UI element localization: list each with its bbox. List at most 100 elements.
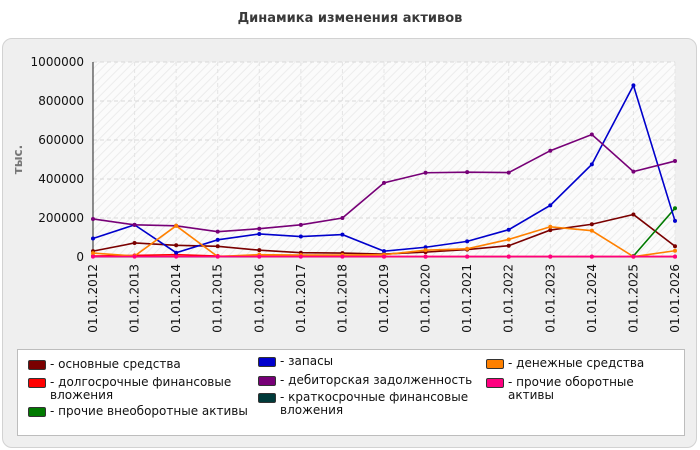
data-point	[506, 170, 511, 175]
data-point	[257, 254, 262, 259]
data-point	[465, 170, 470, 175]
data-point	[340, 254, 345, 259]
y-tick-label: 600000	[38, 133, 84, 147]
data-point	[548, 148, 553, 153]
data-point	[257, 248, 262, 253]
data-point	[589, 228, 594, 233]
chart-title: Динамика изменения активов	[237, 11, 463, 26]
x-tick-label: 01.01.2023	[543, 264, 557, 333]
data-point	[257, 226, 262, 231]
data-point	[340, 232, 345, 237]
legend-swatch	[258, 376, 276, 386]
legend-label: - запасы	[280, 354, 334, 368]
legend-swatch	[486, 378, 504, 388]
legend-swatch	[258, 357, 276, 367]
data-point	[215, 244, 220, 249]
data-point	[215, 237, 220, 242]
data-point	[465, 246, 470, 251]
data-point	[673, 244, 677, 249]
data-point	[631, 254, 636, 259]
data-point	[423, 245, 428, 250]
data-point	[91, 236, 95, 241]
legend-swatch	[486, 359, 504, 369]
data-point	[506, 243, 511, 248]
x-tick-label: 01.01.2021	[460, 264, 474, 333]
data-point	[673, 159, 677, 164]
data-point	[91, 216, 95, 221]
x-tick-label: 01.01.2026	[668, 264, 682, 333]
x-tick-label: 01.01.2022	[502, 264, 516, 333]
x-tick-label: 01.01.2020	[419, 264, 433, 333]
x-tick-label: 01.01.2016	[252, 264, 266, 333]
data-point	[298, 222, 303, 227]
y-tick-label: 0	[76, 250, 84, 264]
data-point	[382, 249, 386, 254]
data-point	[589, 162, 594, 167]
legend-swatch	[28, 407, 46, 417]
x-tick-label: 01.01.2015	[211, 264, 225, 333]
x-tick-label: 01.01.2018	[335, 264, 349, 333]
data-point	[506, 254, 511, 259]
data-point	[215, 254, 220, 259]
data-point	[631, 83, 636, 88]
data-point	[589, 132, 594, 137]
x-tick-label: 01.01.2024	[585, 264, 599, 333]
legend-label: - прочие внеоборотные активы	[50, 404, 248, 418]
line-chart: 0 200000 400000 600000 800000 1000000 тыс. 01.0…	[11, 55, 682, 333]
data-point	[423, 248, 428, 253]
legend-swatch	[28, 360, 46, 370]
data-point	[548, 203, 553, 208]
data-point	[174, 254, 179, 259]
data-point	[465, 239, 470, 244]
legend-swatch	[258, 393, 276, 403]
data-point	[132, 254, 137, 259]
data-point	[506, 227, 511, 232]
data-point	[298, 254, 303, 259]
data-point	[589, 254, 594, 259]
chart-legend: - основные средства - долгосрочные финан…	[17, 349, 685, 436]
data-point	[174, 223, 179, 228]
legend-swatch	[28, 378, 46, 388]
y-tick-label: 800000	[38, 94, 84, 108]
y-tick-label: 1000000	[31, 55, 84, 69]
data-point	[257, 231, 262, 236]
data-point	[465, 254, 470, 259]
data-point	[215, 229, 220, 234]
data-point	[298, 234, 303, 239]
data-point	[91, 251, 95, 256]
legend-label: - краткосрочные финансовые вложения	[280, 390, 469, 417]
x-tick-label: 01.01.2014	[169, 264, 183, 333]
data-point	[423, 254, 428, 259]
y-tick-label: 400000	[38, 172, 84, 186]
data-point	[548, 224, 553, 229]
x-tick-label: 01.01.2012	[86, 264, 100, 333]
data-point	[132, 222, 137, 227]
data-point	[673, 218, 677, 223]
data-point	[174, 243, 179, 248]
data-point	[340, 216, 345, 220]
data-point	[673, 206, 677, 211]
data-point	[174, 250, 179, 255]
data-point	[382, 254, 386, 259]
legend-label: - долгосрочные финансовые вложения	[50, 375, 232, 402]
y-tick-label: 200000	[38, 211, 84, 225]
data-point	[631, 212, 636, 217]
data-point	[132, 240, 137, 245]
x-tick-label: 01.01.2013	[128, 264, 142, 333]
data-point	[631, 169, 636, 174]
legend-label: - прочие оборотные активы	[508, 375, 634, 402]
legend-label: - основные средства	[50, 357, 181, 371]
data-point	[91, 254, 95, 259]
x-tick-label: 01.01.2017	[294, 264, 308, 333]
y-axis-label: тыс.	[11, 145, 25, 174]
data-point	[548, 228, 553, 233]
data-point	[506, 237, 511, 242]
x-tick-label: 01.01.2025	[626, 264, 640, 333]
series-line	[632, 207, 676, 257]
data-point	[673, 254, 677, 259]
data-point	[673, 248, 677, 253]
data-point	[548, 254, 553, 259]
data-point	[382, 180, 386, 185]
legend-label: - денежные средства	[508, 356, 645, 370]
data-point	[423, 170, 428, 175]
